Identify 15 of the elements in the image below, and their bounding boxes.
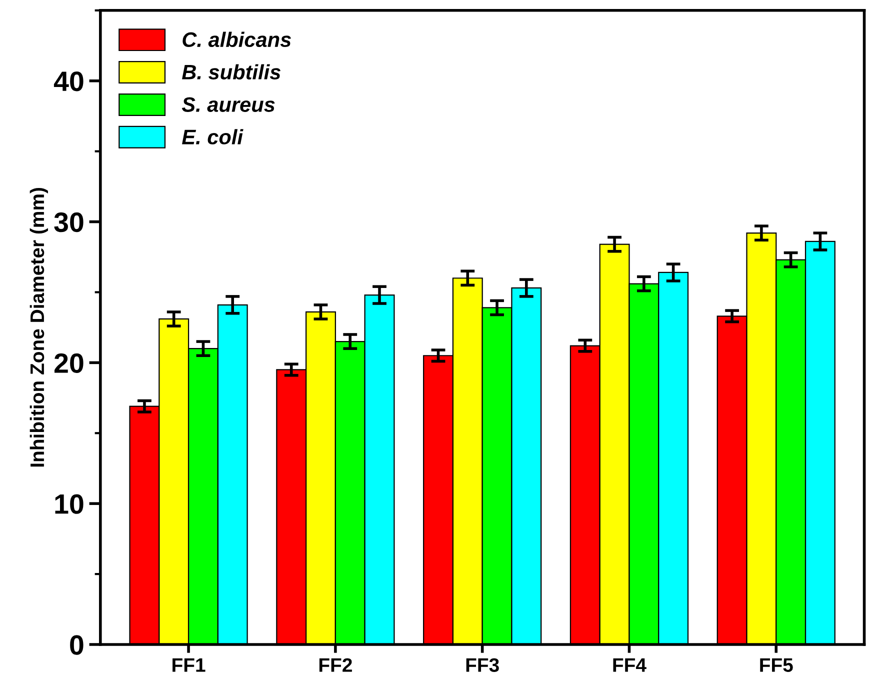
y-tick-label: 0 xyxy=(70,635,84,655)
x-tick-label: FF1 xyxy=(172,658,206,672)
x-tick-label: FF4 xyxy=(613,658,646,672)
y-tick-label: 10 xyxy=(55,494,84,514)
y-tick-label: 40 xyxy=(54,72,84,92)
x-tick-label: FF5 xyxy=(760,658,793,672)
x-tick-label: FF3 xyxy=(466,658,499,672)
legend-label: B. subtilis xyxy=(182,64,280,80)
legend-label: E. coli xyxy=(182,129,244,144)
x-tick-label: FF2 xyxy=(319,658,352,672)
y-tick-label: 20 xyxy=(54,353,84,374)
legend-label: S. aureus xyxy=(182,97,275,112)
y-axis-title: Inhibition Zone Diameter (mm) xyxy=(30,188,48,467)
legend-label: C. albicans xyxy=(182,32,291,48)
y-tick-label: 30 xyxy=(54,212,84,232)
